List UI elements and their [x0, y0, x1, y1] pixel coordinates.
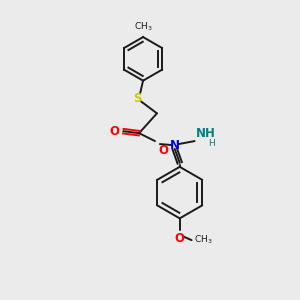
Text: S: S	[133, 92, 141, 105]
Text: CH$_3$: CH$_3$	[134, 21, 152, 33]
Text: CH$_3$: CH$_3$	[194, 234, 212, 246]
Text: O: O	[175, 232, 185, 245]
Text: N: N	[170, 139, 180, 152]
Text: O: O	[158, 144, 168, 157]
Text: H: H	[208, 139, 215, 148]
Text: O: O	[109, 125, 119, 138]
Text: NH: NH	[196, 127, 215, 140]
